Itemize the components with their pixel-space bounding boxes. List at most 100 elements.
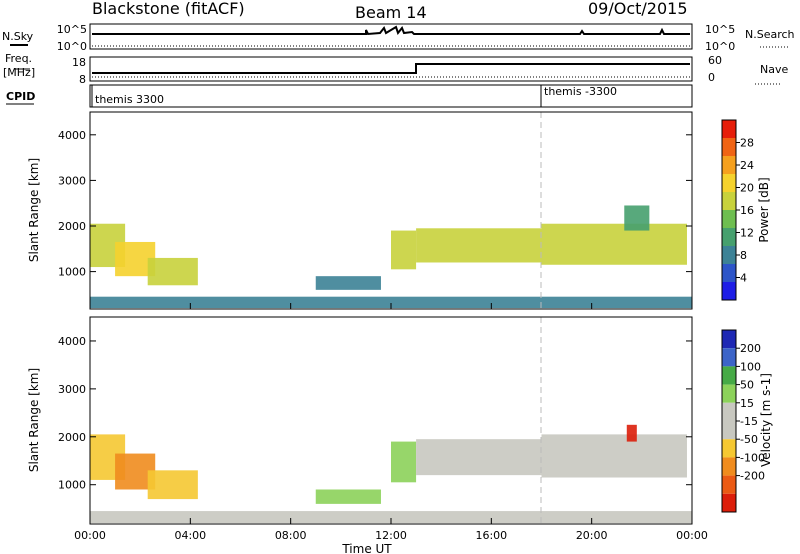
freq-label-unit: [MHz] (3, 66, 35, 79)
velocity-colorbar-tick-label: -200 (740, 470, 765, 483)
data-region-6 (416, 439, 542, 476)
nsearch-tick-high: 10^5 (705, 23, 735, 36)
power-colorbar-segment (722, 174, 736, 192)
velocity-colorbar-segment (722, 384, 736, 403)
data-region-7 (541, 434, 687, 478)
velocity-y-ticks: 1000 2000 3000 4000 (58, 335, 692, 492)
velocity-colorbar-tick-label: 200 (740, 342, 761, 355)
date-title: 09/Oct/2015 (588, 0, 688, 18)
y-tick-label: 3000 (58, 174, 86, 187)
data-region-9 (90, 296, 692, 309)
x-tick-label: 12:00 (375, 529, 407, 542)
velocity-colorbar-segment (722, 366, 736, 385)
data-region-9 (90, 511, 692, 524)
freq-tick-low: 8 (79, 73, 86, 86)
velocity-data (90, 424, 692, 524)
nsearch-tick-low: 10^0 (705, 40, 735, 53)
nsky-tick-high: 10^5 (57, 23, 87, 36)
power-colorbar-tick-label: 24 (740, 159, 754, 172)
power-colorbar-segment (722, 246, 736, 264)
power-colorbar-segment (722, 120, 736, 138)
x-tick-label: 16:00 (475, 529, 507, 542)
data-region-3 (147, 470, 198, 500)
cpid-panel: CPID themis 3300 themis -3300 (6, 84, 693, 108)
data-region-6 (416, 228, 542, 263)
nsky-frame (89, 23, 693, 50)
nsky-tick-low: 10^0 (57, 40, 87, 53)
velocity-colorbar-tick-label: -50 (740, 433, 758, 446)
y-tick-label: 1000 (58, 266, 86, 279)
power-colorbar-segment (722, 192, 736, 210)
power-ylabel: Slant Range [km] (27, 158, 41, 262)
velocity-colorbar-segment (722, 330, 736, 349)
power-colorbar: 4 8 12 16 20 24 28 (721, 119, 754, 301)
power-colorbar-segment (722, 156, 736, 174)
velocity-colorbar-segment (722, 402, 736, 421)
y-tick-label: 2000 (58, 431, 86, 444)
freq-panel: Freq. [MHz] 18 8 60 0 Nave (3, 52, 788, 86)
velocity-colorbar-segment (722, 421, 736, 440)
velocity-ylabel: Slant Range [km] (27, 368, 41, 472)
velocity-colorbar-label: Velocity [m s-1] (759, 373, 773, 467)
freq-tick-high: 18 (72, 56, 86, 69)
x-tick-label: 20:00 (576, 529, 608, 542)
cpid-frame (89, 84, 693, 108)
velocity-colorbar-segment (722, 493, 736, 512)
y-tick-label: 4000 (58, 129, 86, 142)
nsky-panel: N.Sky 10^5 10^0 10^5 10^0 N.Search (2, 23, 795, 53)
power-colorbar-tick-label: 28 (740, 137, 754, 150)
velocity-colorbar-label-text: Velocity [m s-1] (759, 373, 773, 467)
power-colorbar-tick-label: 4 (740, 272, 747, 285)
power-colorbar-segment (722, 228, 736, 246)
nave-tick-high: 60 (708, 54, 722, 67)
data-region-8 (626, 424, 637, 442)
velocity-x-ticks: 00:00 04:00 08:00 12:00 16:00 20:00 00:00 (74, 518, 708, 542)
y-tick-label: 4000 (58, 335, 86, 348)
nsky-trace (92, 25, 690, 36)
beam-title: Beam 14 (355, 3, 427, 22)
power-colorbar-segment (722, 210, 736, 228)
power-data (90, 205, 692, 309)
nave-label: Nave (760, 63, 788, 76)
velocity-colorbar-tick-label: 100 (740, 360, 761, 373)
power-colorbar-segment (722, 138, 736, 156)
data-region-4 (315, 489, 381, 504)
x-tick-label: 00:00 (676, 529, 708, 542)
nave-tick-low: 0 (708, 71, 715, 84)
y-tick-label: 3000 (58, 383, 86, 396)
velocity-colorbar-tick-label: -100 (740, 451, 765, 464)
power-x-ticks (89, 303, 693, 309)
power-y-ticks: 1000 2000 3000 4000 (58, 129, 692, 279)
power-colorbar-segment (722, 264, 736, 282)
freq-label-top: Freq. (5, 52, 32, 65)
cpid-entry-2: themis -3300 (544, 85, 617, 98)
time-xlabel: Time UT (341, 542, 392, 554)
station-title: Blackstone (fitACF) (92, 0, 245, 18)
data-region-5 (391, 230, 417, 270)
velocity-colorbar-tick-label: 50 (740, 379, 754, 392)
freq-trace (92, 63, 690, 74)
data-region-4 (315, 276, 381, 290)
velocity-colorbar-tick-label: 15 (740, 397, 754, 410)
y-tick-label: 1000 (58, 479, 86, 492)
power-colorbar-segment (722, 282, 736, 300)
power-colorbar-tick-label: 20 (740, 182, 754, 195)
velocity-colorbar-segment (722, 475, 736, 494)
x-tick-label: 08:00 (275, 529, 307, 542)
velocity-colorbar-segment (722, 439, 736, 458)
velocity-colorbar-segment (722, 348, 736, 367)
nsearch-label: N.Search (745, 28, 795, 41)
cpid-label: CPID (6, 90, 35, 103)
data-region-8 (624, 205, 650, 231)
velocity-colorbar-tick-label: -15 (740, 415, 758, 428)
data-region-7 (541, 223, 687, 265)
x-tick-label: 00:00 (74, 529, 106, 542)
y-tick-label: 2000 (58, 220, 86, 233)
freq-frame (89, 56, 693, 82)
power-colorbar-tick-label: 12 (740, 227, 754, 240)
power-colorbar-tick-label: 16 (740, 204, 754, 217)
x-tick-label: 04:00 (174, 529, 206, 542)
power-panel: 1000 2000 3000 4000 Slant Range [km] 4 8 12 16… (27, 111, 771, 310)
power-colorbar-tick-label: 8 (740, 249, 747, 262)
nsky-label: N.Sky (2, 30, 34, 43)
